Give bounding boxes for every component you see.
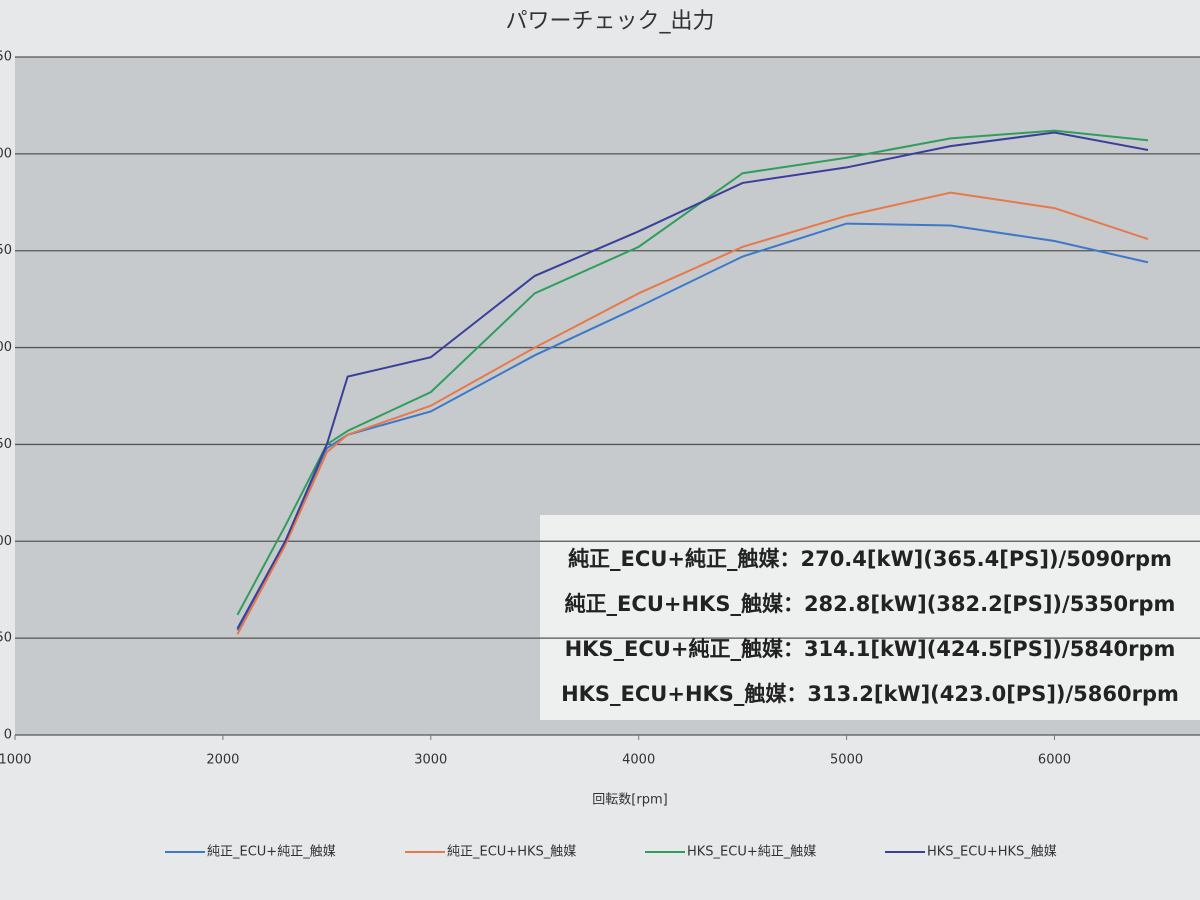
- legend-label: 純正_ECU+HKS_触媒: [447, 845, 576, 860]
- x-tick-label: 6000: [1038, 753, 1071, 768]
- x-tick-label: 5000: [830, 753, 863, 768]
- x-tick-label: 3000: [414, 753, 447, 768]
- series-line: [236, 131, 1149, 629]
- series-line: [236, 191, 1149, 635]
- x-tick-label: 4000: [622, 753, 655, 768]
- y-tick-label: 0: [4, 728, 12, 743]
- chart-title: パワーチェック_出力: [505, 9, 714, 34]
- legend-label: HKS_ECU+純正_触媒: [687, 845, 816, 860]
- annotation: 純正_ECU+純正_触媒：270.4[kW](365.4[PS])/5090rp…: [568, 547, 1172, 571]
- y-tick-label: 150: [0, 437, 12, 452]
- y-tick-label: 200: [0, 340, 12, 355]
- annotation: HKS_ECU+HKS_触媒：313.2[kW](423.0[PS])/5860…: [561, 682, 1179, 706]
- legend-label: HKS_ECU+HKS_触媒: [927, 845, 1057, 860]
- y-tick-label: 300: [0, 146, 12, 161]
- legend-label: 純正_ECU+純正_触媒: [207, 845, 336, 860]
- annotation-box: [540, 515, 1200, 720]
- annotation: 純正_ECU+HKS_触媒：282.8[kW](382.2[PS])/5350r…: [565, 592, 1176, 616]
- y-tick-label: 100: [0, 534, 12, 549]
- annotation: HKS_ECU+純正_触媒：314.1[kW](424.5[PS])/5840r…: [565, 637, 1176, 661]
- x-tick-label: 2000: [206, 753, 239, 768]
- y-tick-label: 50: [0, 631, 12, 646]
- y-tick-label: 350: [0, 50, 12, 65]
- y-tick-label: 250: [0, 243, 12, 258]
- x-tick-label: 1000: [0, 753, 32, 768]
- series-line: [236, 129, 1149, 616]
- x-axis-label: 回転数[rpm]: [592, 793, 667, 808]
- series-line: [236, 222, 1149, 631]
